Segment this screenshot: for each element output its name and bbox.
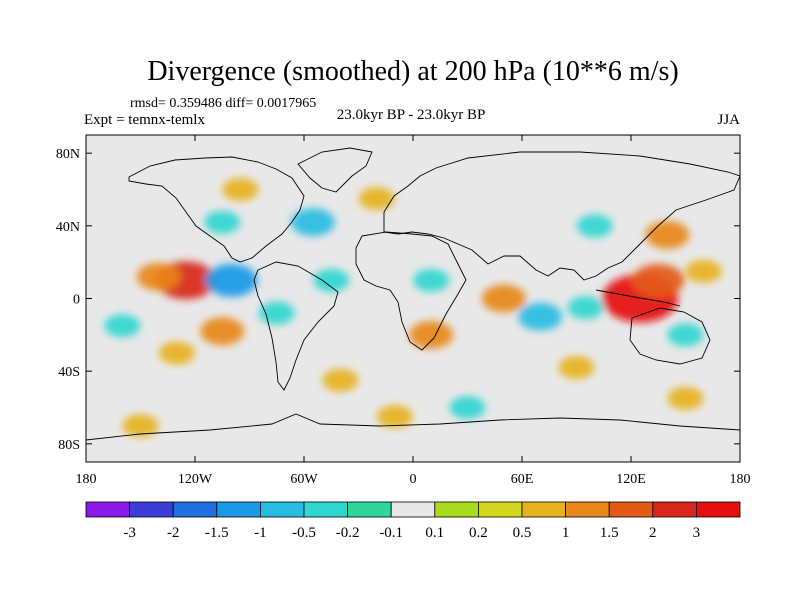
divergence-blob-26: [667, 386, 704, 410]
coastlines: [86, 147, 740, 441]
stats-label: rmsd= 0.359486 diff= 0.0017965: [130, 96, 316, 111]
divergence-blob-4: [158, 341, 195, 365]
colorbar-label-11: 1.5: [600, 525, 619, 541]
divergence-blob-20: [685, 259, 722, 283]
colorbar-swatch-2: [172, 501, 218, 518]
coastline-indonesia: [595, 289, 681, 307]
divergence-blob-15: [567, 296, 604, 320]
colorbar-label-2: -1.5: [205, 525, 229, 541]
x-tick-label-1: 120W: [178, 472, 213, 487]
colorbar-swatch-9: [477, 501, 523, 518]
colorbar-swatch-10: [521, 501, 566, 518]
colorbar-label-3: -1: [254, 525, 267, 541]
divergence-blob-10: [358, 187, 395, 211]
colorbar-label-9: 0.5: [513, 525, 532, 541]
x-tick-label-6: 180: [730, 472, 751, 487]
colorbar-swatch-7: [390, 501, 436, 518]
coastline-eurasia: [383, 151, 740, 281]
colorbar-label-10: 1: [562, 525, 570, 541]
x-tick-label-2: 60W: [290, 472, 318, 487]
coastline-antarctica: [86, 413, 740, 441]
divergence-blob-5: [258, 301, 295, 325]
divergence-blob-21: [667, 323, 704, 347]
period-label: 23.0kyr BP - 23.0kyr BP: [337, 107, 486, 123]
colorbar-swatch-6: [347, 501, 392, 518]
colorbar: -3 -2 -1.5 -1 -0.5 -0.2 -0.1 0.1 0.2 0.5 1 1.5 2 3: [85, 501, 741, 541]
y-tick-label-4: 80S: [58, 438, 80, 453]
divergence-blob-14: [518, 302, 563, 331]
divergence-blob-24: [104, 314, 141, 338]
divergence-blob-11: [413, 268, 450, 292]
divergence-blob-19: [576, 214, 613, 238]
experiment-label: Expt = temnx-temlx: [84, 112, 205, 128]
coastline-australia: [629, 307, 711, 365]
colorbar-swatch-3: [216, 501, 261, 518]
colorbar-swatch-13: [652, 501, 697, 518]
divergence-blob-17: [632, 263, 685, 297]
divergence-blob-28: [122, 414, 159, 438]
divergence-blob-27: [376, 405, 413, 429]
map-axes: 180 120W 60W 0 60E 120E 180 80N 40N 0 40S 80S: [56, 135, 751, 487]
divergence-blob-9: [291, 208, 336, 237]
colorbar-label-8: 0.2: [469, 525, 488, 541]
divergence-blob-8: [222, 178, 259, 201]
y-tick-label-1: 40N: [56, 220, 80, 235]
y-tick-label-0: 80N: [56, 147, 80, 162]
colorbar-label-0: -3: [123, 525, 136, 541]
colorbar-swatch-14: [696, 501, 741, 518]
y-tick-label-2: 0: [73, 293, 80, 308]
divergence-blob-18: [645, 220, 690, 249]
colorbar-swatch-1: [129, 501, 174, 518]
coastline-greenland: [297, 147, 373, 193]
divergence-blob-6: [313, 268, 350, 292]
season-label: JJA: [717, 112, 740, 128]
colorbar-label-7: 0.1: [425, 525, 444, 541]
divergence-blob-12: [409, 320, 454, 349]
x-tick-label-4: 60E: [511, 472, 534, 487]
divergence-blob-13: [481, 284, 526, 313]
colorbar-swatch-12: [608, 501, 654, 518]
colorbar-label-6: -0.1: [379, 525, 403, 541]
divergence-blob-7: [204, 210, 241, 234]
coastline-north-america: [128, 156, 305, 263]
colorbar-label-1: -2: [167, 525, 180, 541]
chart-title: Divergence (smoothed) at 200 hPa (10**6 …: [147, 56, 678, 87]
y-tick-label-3: 40S: [58, 365, 80, 380]
coastline-africa: [355, 231, 467, 351]
colorbar-swatch-11: [565, 501, 610, 518]
coastline-south-america: [253, 261, 339, 391]
divergence-blob-1: [205, 263, 258, 297]
x-tick-label-0: 180: [76, 472, 97, 487]
x-tick-label-5: 120E: [616, 472, 646, 487]
colorbar-label-13: 3: [693, 525, 701, 541]
divergence-blob-3: [200, 317, 245, 346]
colorbar-swatch-0: [85, 501, 130, 518]
divergence-field: [104, 178, 722, 438]
divergence-blob-22: [558, 356, 595, 380]
x-tick-label-3: 0: [410, 472, 417, 487]
colorbar-swatch-4: [259, 501, 305, 518]
map-panel: [86, 135, 740, 462]
colorbar-label-12: 2: [649, 525, 657, 541]
divergence-blob-23: [322, 368, 359, 392]
colorbar-swatch-5: [303, 501, 348, 518]
colorbar-label-5: -0.2: [336, 525, 360, 541]
divergence-blob-2: [136, 262, 181, 291]
colorbar-swatch-8: [434, 501, 479, 518]
divergence-blob-25: [449, 396, 486, 419]
colorbar-label-4: -0.5: [292, 525, 316, 541]
